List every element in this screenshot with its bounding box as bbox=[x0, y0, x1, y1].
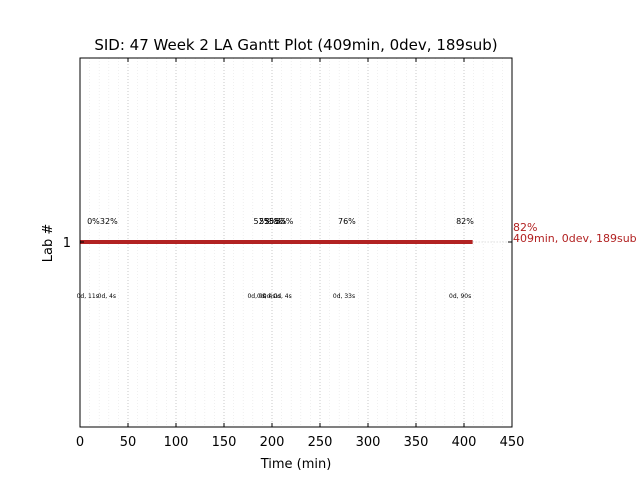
progress-label: 55% bbox=[269, 217, 287, 226]
submission-label: 0d, 90s bbox=[449, 293, 471, 300]
chart-title: SID: 47 Week 2 LA Gantt Plot (409min, 0d… bbox=[94, 36, 497, 54]
x-tick-label: 450 bbox=[500, 435, 525, 450]
summary-detail: 409min, 0dev, 189sub bbox=[513, 232, 637, 245]
progress-label: 52% bbox=[254, 217, 272, 226]
progress-label: 32% bbox=[100, 217, 118, 226]
bars bbox=[80, 240, 473, 244]
y-axis-ticks: 1 bbox=[63, 236, 512, 251]
submission-label: 0d, 4s bbox=[273, 293, 291, 300]
progress-label: 82% bbox=[456, 217, 474, 226]
progress-label: 76% bbox=[338, 217, 356, 226]
summary-percent: 82% bbox=[513, 221, 537, 234]
x-tick-label: 200 bbox=[260, 435, 285, 450]
x-tick-label: 50 bbox=[120, 435, 137, 450]
submission-label: 0d, 4s bbox=[98, 293, 116, 300]
x-axis-ticks: 0 50 100 150 200 250 300 350 400 450 bbox=[76, 58, 525, 450]
progress-labels: 0% 32% 52%53%55%55%55% 76% 82% bbox=[87, 217, 474, 226]
submission-label: 0d, 1s bbox=[263, 293, 281, 300]
submission-label: 0d, 4s bbox=[257, 293, 275, 300]
y-tick-label: 1 bbox=[63, 236, 71, 251]
x-tick-label: 400 bbox=[452, 435, 477, 450]
progress-label: 55% bbox=[264, 217, 282, 226]
progress-label: 0% bbox=[87, 217, 100, 226]
progress-label: 55% bbox=[276, 217, 294, 226]
gantt-bar bbox=[80, 240, 473, 244]
submission-label: 0d, 11s bbox=[77, 293, 99, 300]
x-tick-label: 100 bbox=[164, 435, 189, 450]
progress-label: 53% bbox=[259, 217, 277, 226]
x-tick-label: 300 bbox=[356, 435, 381, 450]
y-axis-label: Lab # bbox=[41, 224, 56, 263]
x-tick-label: 350 bbox=[404, 435, 429, 450]
submission-label: 0d, 33s bbox=[333, 293, 355, 300]
x-axis-label: Time (min) bbox=[260, 457, 332, 472]
submission-label: 0d, 0s bbox=[247, 293, 265, 300]
x-tick-label: 250 bbox=[308, 435, 333, 450]
x-tick-label: 150 bbox=[212, 435, 237, 450]
x-tick-label: 0 bbox=[76, 435, 84, 450]
